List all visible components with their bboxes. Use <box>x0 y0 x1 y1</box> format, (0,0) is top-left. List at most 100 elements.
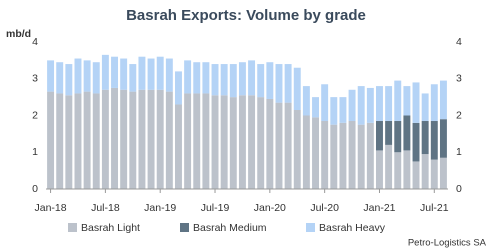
y2-tick-label: 3 <box>456 73 462 85</box>
chart-title: Basrah Exports: Volume by grade <box>126 7 366 24</box>
bar <box>138 56 146 90</box>
x-tick-label: Jan-20 <box>254 202 286 214</box>
bar <box>101 54 109 90</box>
bar <box>348 89 356 122</box>
bar <box>439 157 447 189</box>
legend-label: Basrah Heavy <box>319 222 386 234</box>
bar <box>129 91 137 189</box>
bar <box>193 93 201 189</box>
bar <box>47 91 55 189</box>
bar <box>229 97 237 189</box>
bar <box>339 97 347 123</box>
x-tick-label: Jan-18 <box>35 202 67 214</box>
bar <box>147 89 155 189</box>
bar <box>385 86 393 122</box>
bar <box>421 93 429 122</box>
legend-swatch <box>180 223 189 232</box>
bar <box>120 89 128 189</box>
bar <box>229 64 237 98</box>
bar <box>312 97 319 118</box>
x-tick-label: Jan-19 <box>144 202 176 214</box>
bar <box>184 60 192 94</box>
bar <box>248 60 256 96</box>
bar <box>120 58 128 90</box>
bar <box>175 104 182 189</box>
bar <box>330 124 338 189</box>
x-tick-label: Jul-18 <box>91 202 120 214</box>
bar <box>156 89 164 189</box>
bar <box>430 159 438 189</box>
x-tick-label: Jul-21 <box>420 202 449 214</box>
bar <box>394 80 402 122</box>
bar <box>439 119 447 158</box>
bar <box>348 121 356 189</box>
bar <box>394 121 402 153</box>
bar <box>202 93 210 189</box>
bar <box>394 152 402 189</box>
bar <box>238 62 246 96</box>
bar <box>302 86 310 116</box>
bar <box>284 64 292 103</box>
bar <box>165 91 173 189</box>
bar <box>403 115 411 151</box>
bar <box>111 87 118 189</box>
legend-label: Basrah Medium <box>193 222 267 234</box>
bar <box>257 64 265 98</box>
bar <box>339 122 347 189</box>
bar <box>83 60 91 92</box>
source: Petro-Logistics SA <box>408 238 487 249</box>
bar <box>248 95 256 189</box>
bar <box>56 93 64 189</box>
bar <box>403 86 411 116</box>
bar <box>357 86 365 125</box>
bar <box>366 122 374 189</box>
bar <box>147 58 155 90</box>
legend-swatch <box>306 223 315 232</box>
y2-tick-label: 4 <box>456 36 462 48</box>
legend-label: Basrah Light <box>81 222 140 234</box>
y2-tick-label: 2 <box>456 109 462 121</box>
y-axis-label: mb/d <box>6 28 31 40</box>
y2-tick-label: 1 <box>456 146 462 158</box>
y-tick-label: 3 <box>32 73 38 85</box>
bar <box>321 84 329 122</box>
bar <box>184 93 192 189</box>
bar <box>211 64 219 96</box>
bar <box>165 58 173 92</box>
bar <box>275 102 283 189</box>
bar <box>293 67 301 110</box>
bar <box>65 95 73 189</box>
bar <box>293 109 301 189</box>
bar <box>376 121 383 151</box>
bar <box>238 95 246 189</box>
bar <box>357 124 365 189</box>
bar <box>74 58 82 94</box>
y-tick-label: 0 <box>32 183 38 195</box>
bar <box>47 60 55 92</box>
bar <box>220 95 228 189</box>
bar <box>439 80 447 120</box>
bar <box>430 121 438 160</box>
bar <box>56 62 64 94</box>
bar <box>302 115 310 189</box>
bar <box>202 62 210 94</box>
bar <box>376 86 383 122</box>
bar <box>266 98 274 189</box>
bar <box>385 144 393 189</box>
bar <box>321 121 329 189</box>
bar <box>92 62 100 94</box>
bar <box>92 93 100 189</box>
bar <box>257 97 265 189</box>
bar <box>193 62 201 94</box>
y-tick-label: 2 <box>32 109 38 121</box>
bar <box>65 64 73 96</box>
bar <box>412 122 420 162</box>
bar <box>275 64 283 103</box>
bar <box>403 150 411 189</box>
bar <box>421 121 429 155</box>
bar <box>376 150 383 189</box>
bar <box>101 89 109 189</box>
bar <box>385 121 393 145</box>
bar <box>266 62 274 99</box>
bar <box>74 93 82 189</box>
